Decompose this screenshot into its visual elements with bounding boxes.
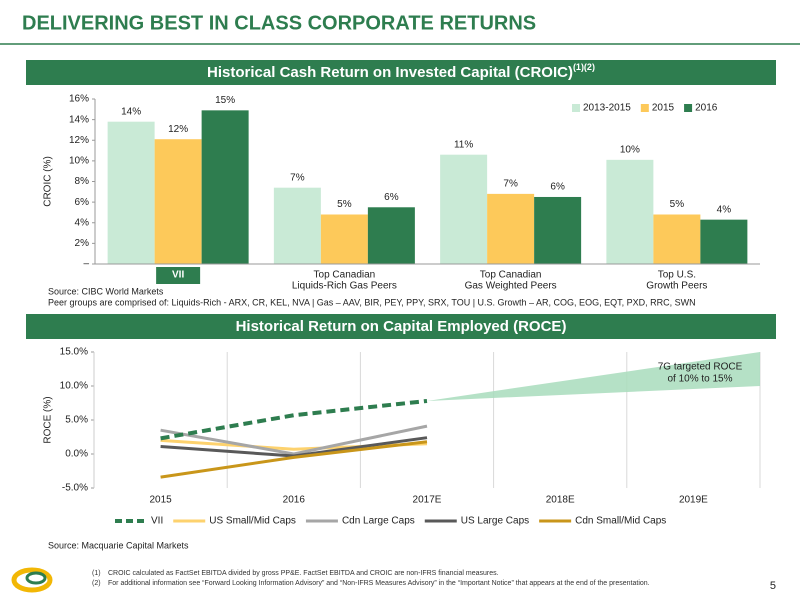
data-label: 12% (168, 124, 188, 135)
header-bar (26, 60, 776, 85)
y-tick-label: – (83, 259, 89, 270)
legend-label: 2013-2015 (583, 103, 631, 114)
page-title: DELIVERING BEST IN CLASS CORPORATE RETUR… (22, 12, 536, 34)
data-label: 10% (620, 144, 640, 155)
footnote-mark: (2) (92, 580, 101, 587)
source: Source: Macquarie Capital Markets (48, 540, 189, 550)
chart-title-text: Historical Cash Return on Invested Capit… (207, 64, 573, 81)
bar (320, 214, 368, 264)
y-axis-label: ROCE (%) (43, 396, 54, 443)
y-tick-label: 10.0% (60, 381, 88, 392)
x-tick-label: Liquids-Rich Gas Peers (292, 281, 397, 292)
legend-swatch (684, 104, 693, 112)
legend-swatch (640, 104, 649, 112)
bar (653, 214, 701, 264)
data-label: 7% (290, 172, 305, 183)
series-line (160, 424, 428, 456)
legend-label: VII (151, 516, 163, 527)
bar (107, 121, 155, 264)
legend-label: 2016 (695, 103, 718, 114)
y-axis-label: CROIC (%) (43, 156, 54, 207)
legend-label: 2015 (652, 103, 675, 114)
data-label: 5% (670, 199, 685, 210)
x-tick-label: Growth Peers (646, 281, 707, 292)
page-number: 5 (770, 580, 776, 592)
legend-label: US Large Caps (461, 516, 529, 527)
legend-swatch (572, 104, 580, 112)
bar (367, 207, 415, 264)
source: Source: CIBC World Markets (48, 286, 164, 296)
chart-title: Historical Cash Return on Invested Capit… (207, 62, 595, 81)
header-bar (26, 314, 776, 339)
data-label: 6% (384, 192, 399, 203)
annotation: of 10% to 15% (667, 374, 732, 385)
x-tick-label: 2015 (149, 495, 172, 506)
y-tick-label: 2% (75, 238, 90, 249)
bar (700, 219, 748, 264)
data-label: 6% (550, 182, 565, 193)
footnote: CROIC calculated as FactSet EBITDA divid… (108, 570, 499, 577)
bar (606, 159, 654, 264)
bar (440, 154, 488, 264)
y-tick-label: 14% (69, 114, 89, 125)
footnote-mark: (1) (92, 570, 101, 577)
x-tick-label: Top Canadian (314, 270, 376, 281)
data-label: 4% (717, 204, 732, 215)
y-tick-label: -5.0% (62, 483, 88, 494)
x-tick-label: Top U.S. (658, 270, 696, 281)
data-label: 14% (121, 106, 141, 117)
x-tick-label: 2017E (413, 495, 442, 506)
bar (154, 139, 202, 264)
logo-ring (11, 567, 53, 593)
y-tick-label: 4% (75, 217, 90, 228)
legend-label: US Small/Mid Caps (209, 516, 296, 527)
y-tick-label: 15.0% (60, 347, 88, 358)
bar (487, 193, 535, 264)
y-tick-label: 8% (75, 176, 90, 187)
data-label: 11% (454, 139, 473, 150)
category-highlight (156, 267, 201, 284)
logo (11, 567, 53, 593)
y-tick-label: 12% (69, 135, 89, 146)
legend-label: Cdn Large Caps (342, 516, 415, 527)
annotation: 7G targeted ROCE (658, 362, 743, 373)
chart-title-superscript: (1)(2) (573, 62, 595, 72)
series-line (160, 440, 428, 479)
x-tick-label: Top Canadian (480, 270, 542, 281)
x-tick-label: 2016 (283, 495, 306, 506)
footnote: For additional information see “Forward … (108, 580, 650, 587)
x-tick-label: VII (172, 270, 184, 281)
logo-ring (25, 571, 47, 585)
data-label: 15% (215, 95, 235, 106)
target-band (427, 352, 760, 401)
x-tick-label: 2018E (546, 495, 575, 506)
x-tick-label: 2019E (679, 495, 708, 506)
data-label: 5% (337, 199, 352, 210)
y-tick-label: 5.0% (65, 415, 88, 426)
bar (201, 110, 249, 264)
bar (534, 196, 582, 264)
legend-label: Cdn Small/Mid Caps (575, 516, 666, 527)
x-tick-label: Gas Weighted Peers (465, 281, 557, 292)
bar (273, 187, 321, 264)
chart-title: Historical Return on Capital Employed (R… (236, 318, 567, 335)
note: Peer groups are comprised of: Liquids-Ri… (48, 297, 696, 307)
y-tick-label: 10% (69, 156, 89, 167)
series-line (160, 398, 428, 441)
y-tick-label: 0.0% (65, 449, 88, 460)
y-tick-label: 6% (75, 197, 90, 208)
data-label: 7% (503, 179, 518, 190)
y-tick-label: 16% (69, 94, 89, 105)
